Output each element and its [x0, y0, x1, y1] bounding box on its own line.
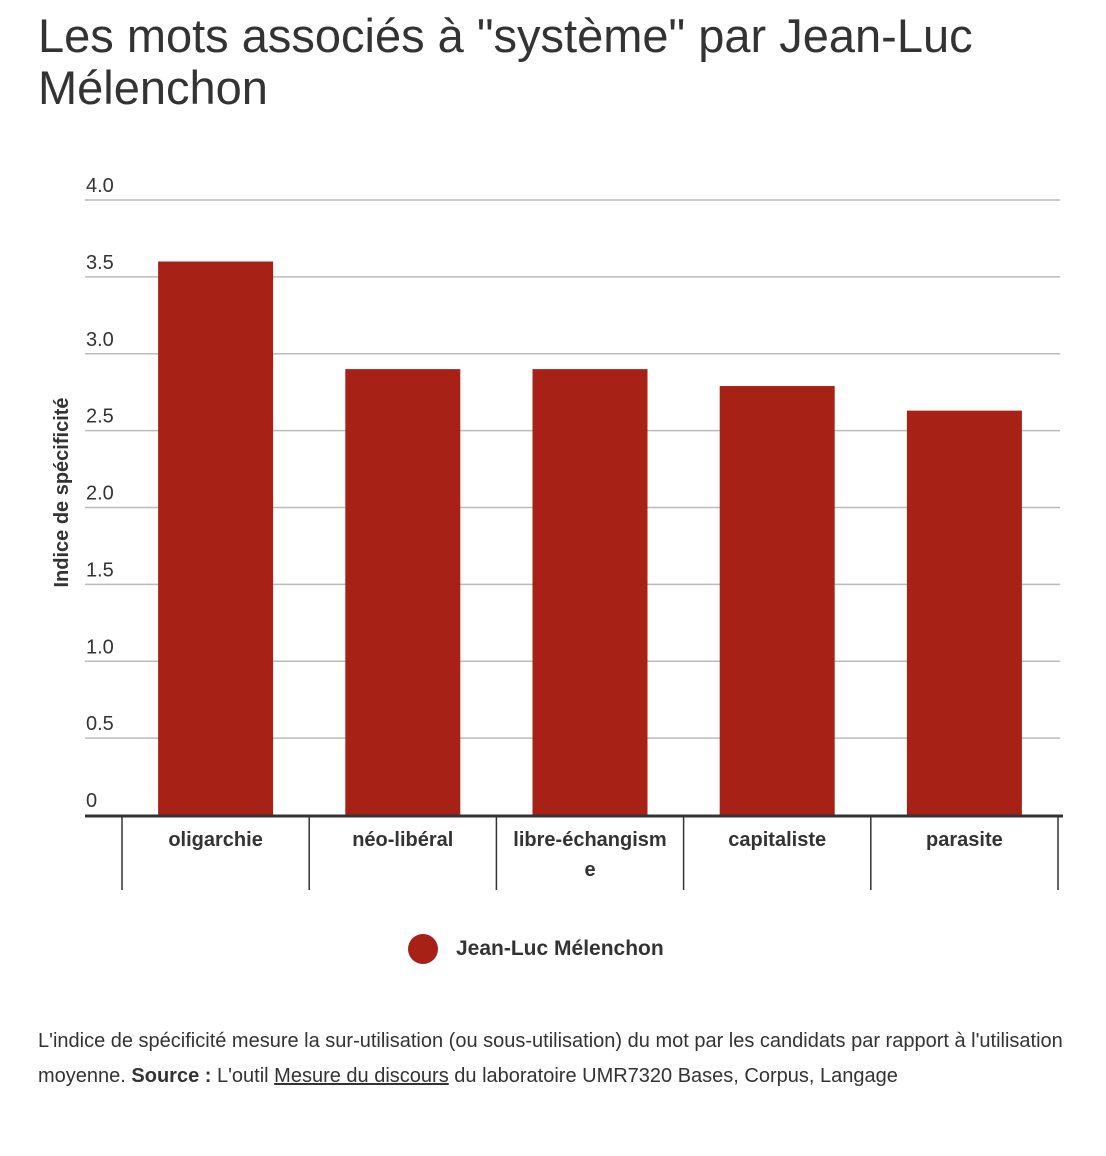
y-tick-label: 2.5: [86, 406, 114, 428]
footnote-text-mid: L'outil: [211, 1065, 275, 1087]
footnote: L'indice de spécificité mesure la sur-ut…: [38, 1024, 1078, 1094]
x-tick-label: capitaliste: [728, 829, 826, 851]
legend-swatch: [408, 934, 438, 964]
x-tick-label: parasite: [926, 829, 1003, 851]
x-tick-label: néo-libéral: [352, 829, 453, 851]
y-tick-label: 1.0: [86, 636, 114, 658]
y-tick-label: 2.0: [86, 483, 114, 505]
legend-label: Jean-Luc Mélenchon: [456, 937, 664, 960]
y-tick-label: 0: [86, 790, 97, 812]
y-tick-label: 3.5: [86, 252, 114, 274]
y-tick-label: 1.5: [86, 559, 114, 581]
bar: [345, 369, 461, 815]
bar: [906, 410, 1022, 815]
source-label: Source :: [131, 1065, 212, 1087]
legend: Jean-Luc Mélenchon: [408, 934, 664, 964]
bar: [158, 261, 274, 815]
bar: [719, 386, 835, 815]
bar: [532, 369, 648, 815]
y-axis-label: Indice de spécificité: [51, 397, 73, 587]
x-tick-label: e: [584, 859, 595, 881]
chart-title: Les mots associés à "système" par Jean-L…: [38, 9, 973, 114]
bar-chart: 0 0.5 1.0 1.5 2.0 2.5 3.0 3.5 4.0 Indice de spéci…: [51, 175, 1063, 890]
y-tick-label: 0.5: [86, 713, 114, 735]
source-link[interactable]: Mesure du discours: [274, 1065, 449, 1087]
y-tick-label: 3.0: [86, 329, 114, 351]
footnote-text: L'indice de spécificité mesure la sur-ut…: [38, 1030, 1063, 1087]
x-tick-label: libre-échangism: [513, 829, 666, 851]
x-tick-label: oligarchie: [168, 829, 262, 851]
footnote-text-after: du laboratoire UMR7320 Bases, Corpus, La…: [448, 1065, 898, 1087]
y-tick-label: 4.0: [86, 175, 114, 197]
